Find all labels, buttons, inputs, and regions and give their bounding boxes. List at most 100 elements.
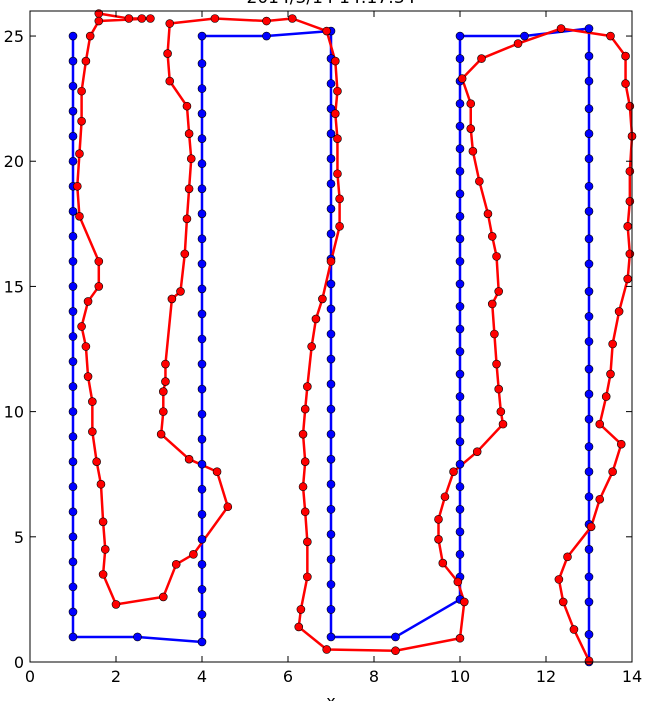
series-1-point — [197, 159, 207, 169]
series-2-point — [184, 129, 194, 138]
series-1-point — [68, 232, 78, 241]
series-2-point — [584, 656, 594, 666]
y-tick-label: 25 — [4, 27, 24, 46]
series-1-point — [455, 302, 465, 311]
series-2-point — [212, 467, 222, 477]
series-2-point — [287, 14, 297, 23]
series-1-point — [455, 234, 465, 244]
series-1-point — [455, 414, 465, 424]
series-1-point — [68, 131, 78, 141]
series-1-point — [584, 51, 594, 61]
series-1-point — [455, 189, 465, 199]
series-1-point — [68, 307, 78, 316]
series-1-point — [584, 630, 594, 639]
series-2-point — [490, 329, 499, 339]
series-2-point — [614, 307, 624, 316]
series-2-point — [294, 622, 304, 632]
series-2-point — [111, 600, 121, 609]
series-1-point — [68, 557, 78, 567]
series-2-point — [556, 24, 566, 33]
series-2-line — [76, 12, 634, 662]
series-2-point — [176, 287, 185, 296]
series-1-point — [584, 337, 594, 346]
series-1-point — [326, 329, 336, 339]
series-1-point — [197, 459, 207, 469]
series-2-point — [94, 257, 104, 266]
x-tick-label: 8 — [369, 667, 379, 686]
series-1-point — [584, 442, 594, 451]
series-1-point — [584, 234, 594, 244]
series-2-point — [88, 397, 97, 406]
series-2-point — [625, 196, 635, 206]
series-2-point — [303, 382, 312, 391]
series-2-point — [466, 99, 476, 108]
series-2-point — [262, 16, 271, 26]
series-1-point — [133, 632, 142, 642]
series-1-point — [68, 607, 78, 617]
series-1-point — [326, 79, 336, 88]
series-1-point — [455, 550, 465, 559]
series-1-point — [197, 234, 207, 244]
series-2-point — [335, 194, 344, 204]
series-2-point — [455, 633, 465, 643]
series-2-point — [92, 457, 101, 466]
series-2-point — [616, 439, 626, 449]
series-2-point — [453, 577, 463, 587]
series-1-point — [584, 312, 594, 321]
series-2-point — [459, 597, 469, 607]
series-2-point — [487, 232, 497, 241]
series-1-point — [197, 509, 207, 519]
series-2-point — [298, 482, 308, 492]
series-1-point — [68, 106, 78, 116]
series-1-point — [455, 347, 465, 356]
series-1-point — [197, 637, 207, 647]
series-1-point — [197, 560, 207, 569]
series-2-point — [77, 86, 86, 96]
series-2-point — [621, 51, 630, 61]
series-1-point — [326, 304, 336, 314]
series-2-point — [300, 404, 310, 414]
series-2-point — [98, 570, 108, 579]
series-1-point — [68, 56, 78, 66]
series-1-point — [197, 359, 207, 369]
series-1-point — [326, 429, 336, 439]
series-1-point — [326, 454, 336, 464]
series-1-point — [326, 379, 336, 389]
series-2-point — [167, 294, 177, 304]
x-tick-label: 10 — [450, 667, 470, 686]
series-1-point — [326, 204, 336, 214]
series-2-point — [161, 377, 170, 386]
series-2-point — [156, 429, 166, 439]
series-2-point — [98, 517, 108, 527]
series-1-point — [584, 76, 594, 86]
series-1-point — [197, 209, 207, 219]
series-2-point — [554, 575, 564, 584]
series-1-point — [455, 324, 465, 334]
series-1-point — [455, 392, 465, 401]
series-1-point — [68, 332, 78, 341]
series-1-point — [197, 535, 207, 544]
x-tick-label: 0 — [25, 667, 35, 686]
series-1-point — [326, 279, 336, 289]
series-2-point — [477, 54, 486, 63]
series-1-point — [68, 156, 78, 166]
x-tick-label: 2 — [111, 667, 121, 686]
series-2-point — [83, 297, 93, 306]
series-1-point — [455, 99, 465, 108]
series-2-point — [472, 447, 482, 456]
series-2-point — [159, 407, 168, 416]
series-1-point — [197, 585, 207, 594]
series-1-point — [326, 229, 336, 239]
series-2-point — [88, 427, 97, 436]
series-2-point — [625, 166, 635, 176]
series-2-point — [146, 14, 155, 23]
series-1-point — [326, 530, 336, 539]
series-1-point — [455, 459, 465, 469]
series-1-point — [68, 582, 78, 592]
series-2-point — [330, 109, 340, 118]
series-2-point — [298, 429, 308, 439]
plot-frame — [29, 10, 633, 663]
series-1-point — [197, 434, 207, 444]
series-1-point — [197, 59, 207, 68]
series-1-point — [584, 24, 594, 33]
